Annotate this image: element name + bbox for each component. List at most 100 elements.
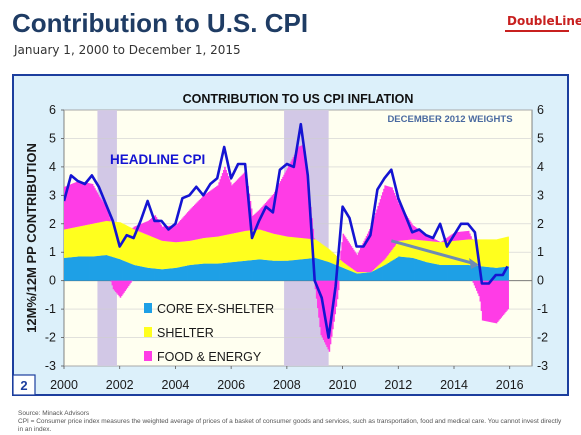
shelter-bar [190,240,193,265]
core-ex-shelter-bar [104,255,107,281]
food-energy-bar [371,223,374,272]
core-ex-shelter-bar [206,263,209,281]
shelter-bar [398,240,400,257]
food-energy-bar [234,181,237,234]
food-energy-bar [375,212,377,268]
core-ex-shelter-bar [285,260,288,281]
food-energy-bar [224,166,226,236]
shelter-bar [89,224,92,257]
shelter-bar [131,228,133,265]
core-ex-shelter-bar [290,260,292,281]
shelter-bar [146,234,148,268]
core-ex-shelter-bar [442,265,444,281]
core-ex-shelter-bar [467,265,470,281]
shelter-bar [494,239,497,268]
core-ex-shelter-bar [384,265,386,281]
food-energy-bar [488,280,491,322]
core-ex-shelter-bar [93,256,95,281]
food-energy-bar [477,280,479,294]
core-ex-shelter-bar [219,263,222,281]
food-energy-bar [212,188,215,238]
core-ex-shelter-bar [491,267,493,281]
core-ex-shelter-bar [241,261,244,281]
core-ex-shelter-bar [359,273,362,281]
core-ex-shelter-bar [463,265,465,281]
shelter-bar [250,230,253,261]
food-energy-bar [195,203,197,240]
shelter-bar [281,235,283,261]
core-ex-shelter-bar [152,268,154,281]
food-energy-bar [426,235,428,241]
shelter-bar [503,237,506,267]
shelter-bar [145,234,147,268]
shelter-bar [296,237,298,260]
core-ex-shelter-bar [389,262,391,281]
food-energy-bar [170,225,173,242]
food-energy-bar [449,235,451,242]
shelter-bar [95,223,97,257]
core-ex-shelter-bar [303,259,305,281]
shelter-bar [372,270,375,271]
core-ex-shelter-bar [88,256,90,281]
food-energy-bar [315,280,318,299]
food-energy-bar [204,194,207,238]
food-energy-bar [127,280,130,287]
food-energy-bar [191,207,194,241]
core-ex-shelter-bar [299,259,302,281]
shelter-bar [392,248,395,261]
core-ex-shelter-bar [308,258,311,281]
shelter-bar [495,239,498,268]
food-energy-bar [120,280,123,297]
shelter-bar [452,240,455,266]
core-ex-shelter-bar [307,258,310,281]
food-energy-bar [430,237,433,242]
doubleline-logo: DoubleLine [507,14,581,28]
food-energy-bar [382,192,384,262]
shelter-bar [265,231,268,261]
x-tick-label: 2016 [496,378,524,392]
food-energy-bar [467,230,470,240]
core-ex-shelter-bar [297,259,299,281]
shelter-bar [481,239,484,267]
shelter-bar [462,240,464,266]
core-ex-shelter-bar [240,261,242,281]
food-energy-bar [176,223,179,243]
shelter-bar [84,225,87,257]
food-energy-bar [351,247,354,269]
core-ex-shelter-bar [82,256,85,281]
shelter-bar [478,239,480,267]
food-energy-bar [325,280,327,345]
shelter-bar [447,241,449,266]
food-energy-bar [239,177,241,233]
core-ex-shelter-bar [441,265,443,281]
shelter-bar [168,241,171,269]
core-ex-shelter-bar [340,266,342,281]
food-energy-bar [481,280,484,321]
core-ex-shelter-bar [231,262,233,281]
food-energy-bar [318,280,320,318]
shelter-bar [66,228,68,258]
shelter-bar [496,239,499,268]
shelter-bar [378,264,381,268]
core-ex-shelter-bar [268,260,270,281]
food-energy-bar [252,215,254,231]
core-ex-shelter-bar [361,273,363,281]
food-energy-bar [460,231,463,241]
core-ex-shelter-bar [106,255,109,281]
core-ex-shelter-bar [277,260,280,281]
shelter-bar [183,241,186,267]
core-ex-shelter-bar [204,263,207,281]
core-ex-shelter-bar [324,260,326,281]
shelter-bar [306,238,309,259]
food-energy-bar [377,206,379,266]
core-ex-shelter-bar [368,272,370,281]
shelter-bar [87,224,89,257]
shelter-bar [69,228,72,258]
food-energy-bar [385,185,388,258]
core-ex-shelter-bar [156,268,159,281]
shelter-bar [243,231,246,261]
food-energy-bar [445,238,448,242]
shelter-bar [229,233,232,263]
core-ex-shelter-bar [476,265,478,281]
core-ex-shelter-bar [257,259,260,281]
